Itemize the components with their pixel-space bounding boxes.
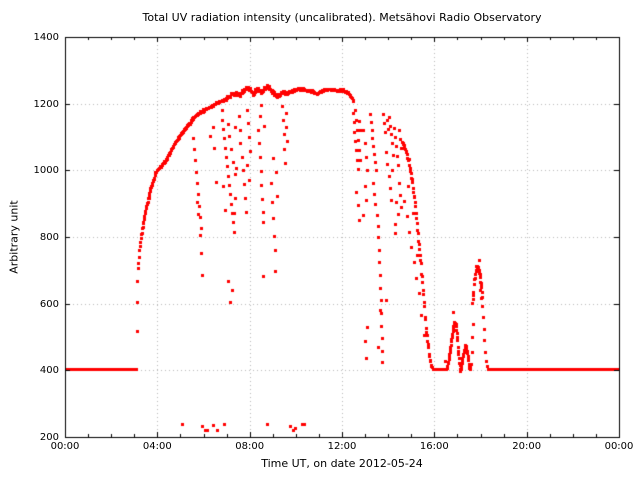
x-tick-label: 08:00 bbox=[235, 441, 265, 452]
y-tick-label: 400 bbox=[39, 365, 59, 377]
y-tick-label: 200 bbox=[39, 432, 59, 443]
x-tick-label: 00:00 bbox=[604, 441, 634, 452]
x-tick-label: 12:00 bbox=[327, 441, 357, 452]
y-tick-label: 1000 bbox=[33, 165, 59, 177]
y-tick-label: 800 bbox=[39, 232, 59, 243]
x-tick-label: 16:00 bbox=[419, 441, 449, 452]
x-tick-label: 20:00 bbox=[512, 441, 542, 452]
x-tick-label: 00:00 bbox=[50, 441, 80, 452]
y-tick-label: 1200 bbox=[33, 98, 59, 110]
y-tick-label: 600 bbox=[39, 298, 59, 310]
chart-title: Total UV radiation intensity (uncalibrat… bbox=[142, 11, 542, 24]
x-axis-label: Time UT, on date 2012-05-24 bbox=[261, 457, 423, 470]
y-tick-label: 1400 bbox=[33, 32, 59, 43]
x-tick-label: 04:00 bbox=[142, 441, 172, 452]
